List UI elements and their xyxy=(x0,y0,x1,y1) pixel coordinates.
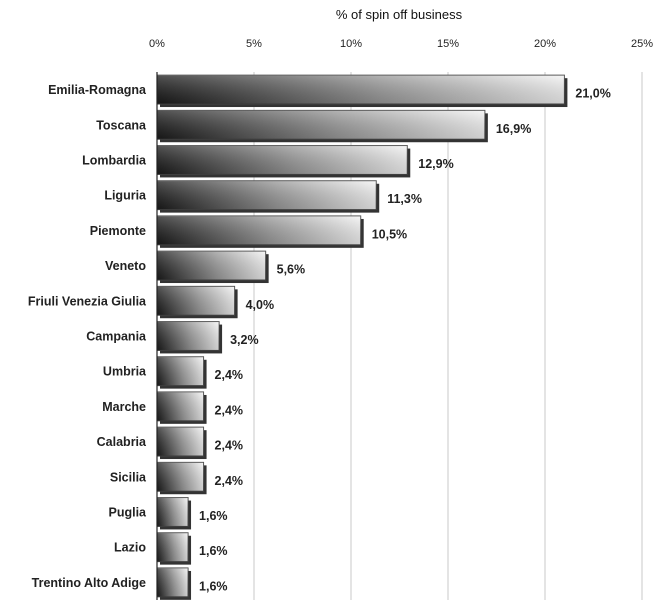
bars xyxy=(156,74,568,600)
bar-highlight xyxy=(157,567,189,597)
bar-highlight xyxy=(157,391,204,421)
data-label: 1,6% xyxy=(199,509,228,523)
category-label: Umbria xyxy=(103,365,147,379)
bar-highlight xyxy=(157,532,189,562)
x-tick-label: 20% xyxy=(534,38,556,50)
bar-highlight xyxy=(157,180,377,210)
x-tick-label: 10% xyxy=(340,38,362,50)
bar-highlight xyxy=(157,427,204,457)
bar-highlight xyxy=(157,497,189,527)
x-tick-label: 0% xyxy=(149,38,165,50)
data-label: 1,6% xyxy=(199,579,228,593)
data-label: 2,4% xyxy=(215,439,244,453)
category-label: Piemonte xyxy=(90,224,146,238)
category-label: Emilia-Romagna xyxy=(48,83,147,97)
category-label: Calabria xyxy=(97,435,147,449)
data-label: 4,0% xyxy=(246,298,275,312)
category-label: Lazio xyxy=(114,541,146,555)
x-axis-title: % of spin off business xyxy=(336,7,463,22)
bar-highlight xyxy=(157,356,204,386)
data-label: 1,6% xyxy=(199,544,228,558)
data-label: 12,9% xyxy=(418,157,453,171)
category-label: Campania xyxy=(86,330,147,344)
bar-highlight xyxy=(157,462,204,492)
x-axis-ticks: 0% 5% 10% 15% 20% 25% xyxy=(149,38,653,50)
category-label: Veneto xyxy=(105,259,146,273)
bar-highlight xyxy=(157,75,565,105)
data-label: 16,9% xyxy=(496,122,531,136)
x-tick-label: 25% xyxy=(631,38,653,50)
data-label: 2,4% xyxy=(215,403,244,417)
bar-highlight xyxy=(157,110,485,140)
bar-highlight xyxy=(157,251,266,281)
category-label: Liguria xyxy=(104,189,147,203)
data-label: 2,4% xyxy=(215,368,244,382)
x-tick-label: 5% xyxy=(246,38,262,50)
category-label: Sicilia xyxy=(110,470,147,484)
bar-highlight xyxy=(157,215,361,245)
data-label: 21,0% xyxy=(575,87,610,101)
category-label: Puglia xyxy=(108,506,147,520)
bar-highlight xyxy=(157,145,408,175)
category-labels: Emilia-Romagna Toscana Lombardia Liguria Pie… xyxy=(28,83,147,590)
data-label: 2,4% xyxy=(215,474,244,488)
category-label: Toscana xyxy=(96,118,147,132)
data-label: 3,2% xyxy=(230,333,259,347)
category-label: Trentino Alto Adige xyxy=(32,576,146,590)
bar-highlight xyxy=(157,286,235,316)
x-tick-label: 15% xyxy=(437,38,459,50)
category-label: Lombardia xyxy=(82,154,147,168)
data-labels: 21,0% 16,9% 12,9% 11,3% 10,5% 5,6% 4,0% 3,2% 2,4… xyxy=(199,87,611,594)
data-label: 10,5% xyxy=(372,227,407,241)
category-label: Friuli Venezia Giulia xyxy=(28,294,147,308)
bar-highlight xyxy=(157,321,220,351)
category-label: Marche xyxy=(102,400,146,414)
data-label: 11,3% xyxy=(387,192,422,206)
data-label: 5,6% xyxy=(277,263,306,277)
